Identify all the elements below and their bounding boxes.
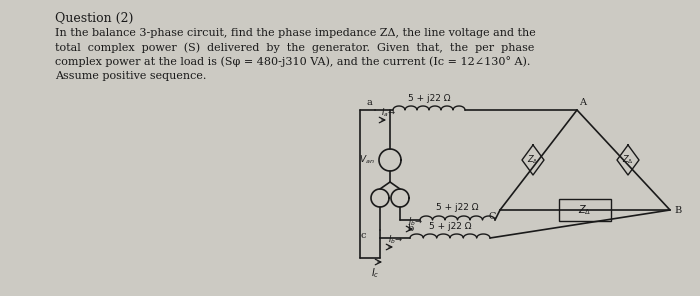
Text: $I_a\!\rightarrow$: $I_a\!\rightarrow$ (381, 107, 396, 119)
Text: $Z_\Delta$: $Z_\Delta$ (622, 154, 634, 166)
Text: $I_b\!\rightarrow$: $I_b\!\rightarrow$ (408, 215, 424, 228)
Bar (559, 199, 611, 221)
Text: c: c (360, 231, 366, 239)
Text: b: b (408, 223, 414, 232)
Text: $I_b\!\rightarrow$: $I_b\!\rightarrow$ (388, 234, 403, 246)
Text: a: a (366, 98, 372, 107)
Text: Assume positive sequence.: Assume positive sequence. (55, 71, 206, 81)
Text: 5 + j22 Ω: 5 + j22 Ω (407, 94, 450, 103)
Text: 5 + j22 Ω: 5 + j22 Ω (428, 222, 471, 231)
Text: Question (2): Question (2) (55, 12, 134, 25)
Text: complex power at the load is (Sφ = 480-j310 VA), and the current (Ic = 12∠130° A: complex power at the load is (Sφ = 480-j… (55, 56, 531, 67)
Text: B: B (674, 205, 681, 215)
Text: $Z_\Delta$: $Z_\Delta$ (578, 203, 592, 217)
Text: 5 + j22 Ω: 5 + j22 Ω (436, 203, 479, 212)
Text: $I_c$: $I_c$ (371, 266, 379, 280)
Text: In the balance 3-phase circuit, find the phase impedance ZΔ, the line voltage an: In the balance 3-phase circuit, find the… (55, 28, 536, 38)
Text: $V_{an}$: $V_{an}$ (359, 154, 375, 166)
Text: A: A (579, 98, 586, 107)
Text: $Z_\Delta$: $Z_\Delta$ (527, 154, 539, 166)
Text: C: C (489, 212, 496, 221)
Text: total  complex  power  (S)  delivered  by  the  generator.  Given  that,  the  p: total complex power (S) delivered by the… (55, 42, 534, 53)
